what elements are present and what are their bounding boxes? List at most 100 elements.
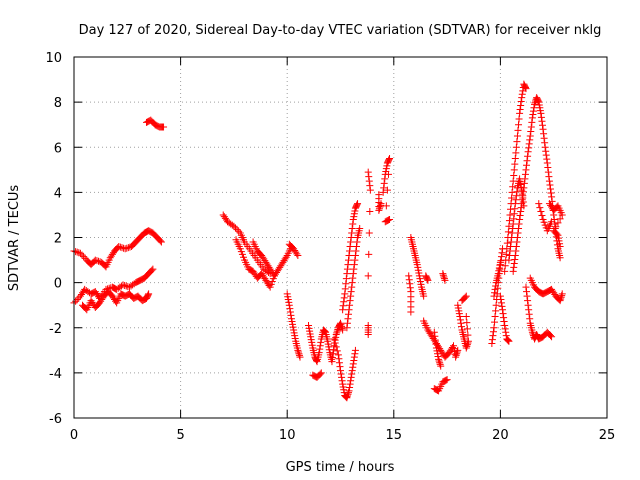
data-point (518, 90, 526, 98)
data-point (511, 255, 519, 263)
data-point (157, 238, 165, 246)
data-point (343, 324, 351, 332)
data-point (510, 263, 518, 271)
data-point (348, 229, 356, 237)
data-point (502, 250, 510, 258)
data-point (115, 243, 123, 251)
data-point (526, 315, 534, 323)
y-tick-label: -2 (49, 322, 62, 337)
data-point (339, 326, 347, 334)
data-point (384, 170, 392, 178)
data-point (431, 332, 439, 340)
data-point (520, 179, 528, 187)
data-point (121, 281, 129, 289)
data-point (502, 328, 510, 336)
data-point (346, 247, 354, 255)
data-point (513, 132, 521, 140)
chart-title: Day 127 of 2020, Sidereal Day-to-day VTE… (79, 23, 602, 38)
data-point (531, 100, 539, 108)
data-point (375, 205, 383, 213)
data-point (505, 252, 513, 260)
data-point (380, 179, 388, 187)
data-point (341, 285, 349, 293)
data-point (235, 227, 243, 235)
data-point (515, 224, 523, 232)
data-point (456, 316, 464, 324)
data-point (510, 171, 518, 179)
data-point (525, 306, 533, 314)
data-point (525, 140, 533, 148)
data-point (508, 188, 516, 196)
data-point (535, 200, 543, 208)
data-point (230, 222, 238, 230)
data-point (488, 340, 496, 348)
data-point (517, 208, 525, 216)
data-point (352, 247, 360, 255)
data-point (517, 98, 525, 106)
data-point (529, 107, 537, 115)
y-tick-label: 2 (54, 232, 62, 247)
data-point (523, 292, 531, 300)
data-point (505, 222, 513, 230)
data-point (351, 346, 359, 354)
data-point (537, 208, 545, 216)
data-point (331, 339, 339, 347)
data-point (381, 175, 389, 183)
x-tick-label: 5 (176, 428, 184, 443)
data-point (354, 200, 362, 208)
data-point (442, 376, 450, 384)
data-point (536, 204, 544, 212)
data-point (462, 312, 470, 320)
axis-ticks (73, 56, 608, 419)
data-point (544, 168, 552, 176)
data-point (420, 292, 428, 300)
data-point (332, 343, 340, 351)
data-point (524, 297, 532, 305)
data-point (320, 327, 328, 335)
y-axis-label: SDTVAR / TECUs (7, 185, 22, 292)
data-point (515, 220, 523, 228)
data-point (321, 327, 329, 335)
data-point (497, 296, 505, 304)
data-point (511, 205, 519, 213)
data-point (464, 339, 472, 347)
data-point (346, 384, 354, 392)
data-point (503, 336, 511, 344)
x-tick-label: 10 (279, 428, 296, 443)
data-point (431, 336, 439, 344)
data-point (347, 234, 355, 241)
data-point (351, 256, 359, 264)
data-point (518, 94, 526, 102)
data-point (344, 315, 352, 323)
data-point (432, 340, 440, 348)
data-point (118, 244, 126, 252)
data-point (488, 336, 496, 344)
data-point (537, 113, 545, 121)
data-point (464, 337, 472, 345)
data-point (509, 183, 517, 191)
data-point (124, 283, 132, 291)
data-point (231, 224, 239, 232)
data-point (160, 123, 168, 131)
data-point (270, 272, 278, 280)
data-point (328, 358, 336, 366)
data-point (524, 148, 532, 156)
data-point (343, 394, 351, 402)
data-point (346, 297, 354, 305)
data-point (539, 121, 547, 129)
data-point (386, 215, 394, 223)
data-point (435, 357, 443, 365)
data-point (463, 319, 471, 327)
data-point (518, 196, 526, 204)
data-point (317, 338, 325, 346)
data-point (334, 351, 342, 359)
data-point (507, 243, 515, 251)
data-point (497, 257, 505, 265)
data-point (489, 332, 497, 340)
data-point (507, 238, 515, 246)
data-point (269, 270, 277, 278)
data-point (349, 363, 357, 371)
data-point (525, 144, 533, 152)
data-point (340, 294, 348, 302)
data-point (512, 196, 520, 204)
